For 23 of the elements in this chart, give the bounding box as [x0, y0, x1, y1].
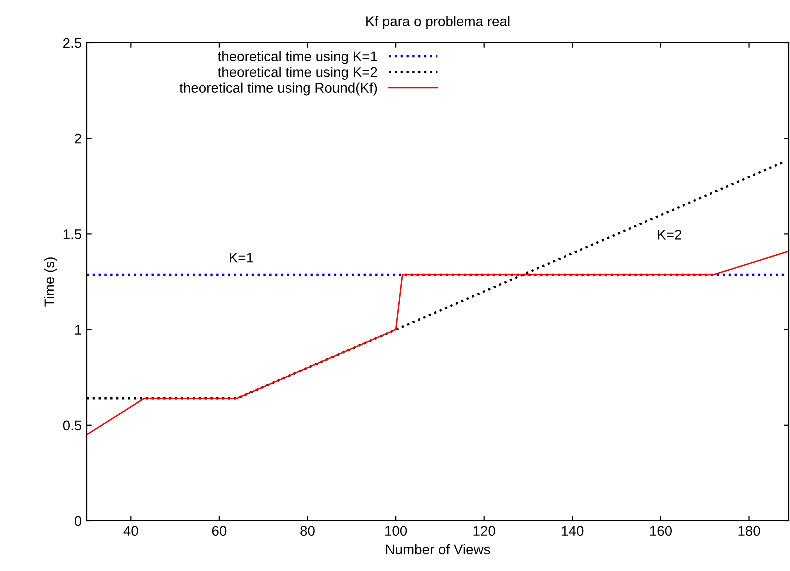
x-tick-label: 180 — [738, 526, 760, 536]
y-tick-label: 0.5 — [63, 420, 82, 431]
annotation: K=2 — [658, 230, 682, 240]
chart-title: Kf para o problema real — [366, 16, 510, 30]
x-tick-label: 120 — [474, 526, 496, 536]
x-tick-label: 100 — [386, 526, 408, 536]
y-tick-label: 2 — [75, 134, 82, 144]
legend-label: theoretical time using Round(Kf) — [180, 82, 378, 96]
x-tick-label: 60 — [212, 526, 227, 536]
annotation: K=1 — [230, 253, 254, 263]
legend-label: theoretical time using K=2 — [218, 67, 378, 80]
x-tick-label: 160 — [650, 526, 672, 536]
y-tick-label: 0 — [74, 516, 82, 526]
y-tick-label: 1.5 — [64, 230, 82, 240]
x-tick-label: 80 — [300, 526, 315, 536]
legend-label: theoretical time using K=1 — [218, 51, 378, 64]
x-axis-title: Number of Views — [386, 544, 490, 555]
y-tick-label: 2.5 — [64, 38, 82, 48]
x-tick-label: 40 — [124, 526, 138, 536]
y-axis-title: Time (s) — [44, 258, 58, 307]
line-series — [87, 250, 789, 436]
y-tick-label: 1 — [75, 325, 82, 335]
x-tick-label: 140 — [562, 526, 584, 536]
